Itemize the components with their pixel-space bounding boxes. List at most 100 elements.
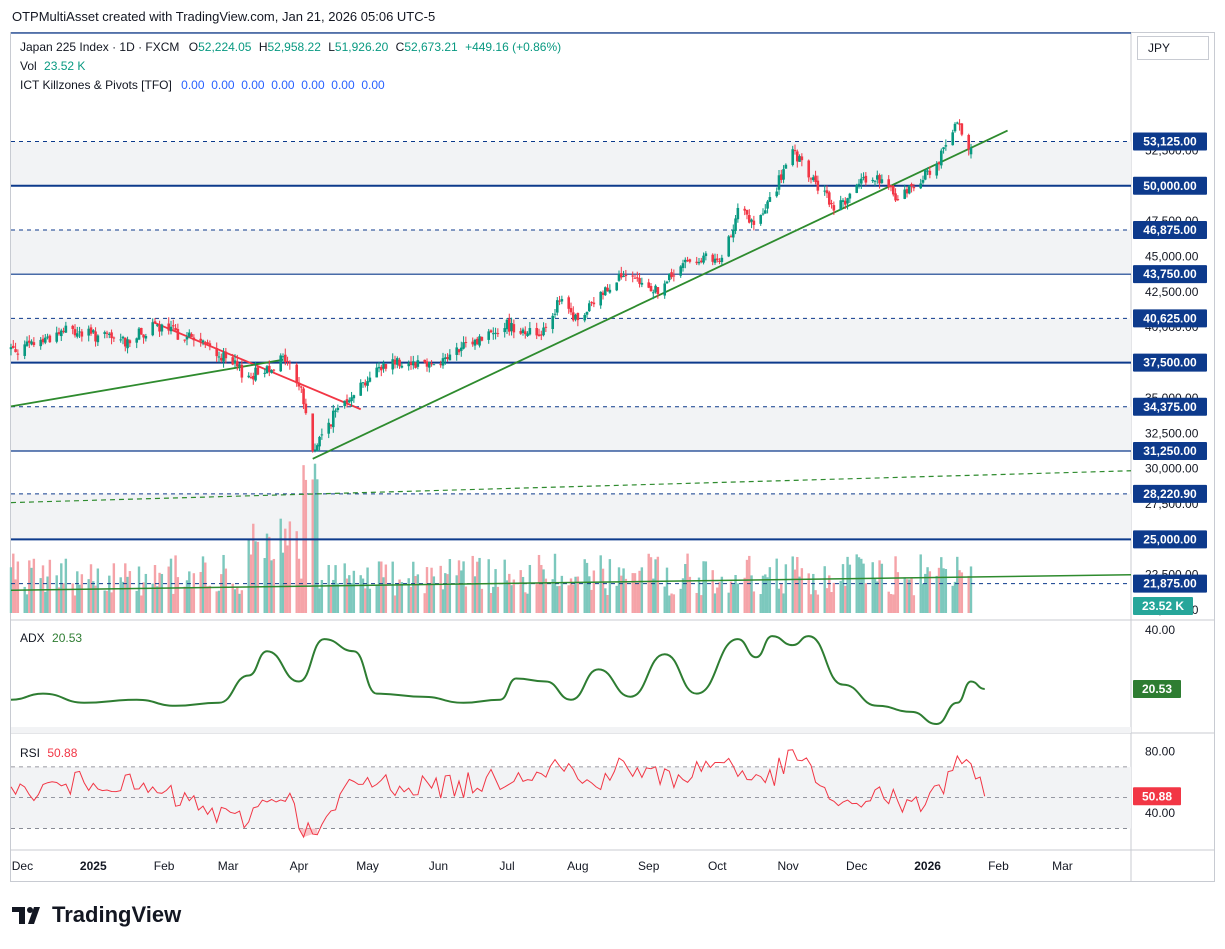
trendline[interactable] (10, 470, 1132, 504)
volume-bar (183, 586, 186, 613)
candle-body (951, 132, 955, 146)
time-axis-label: Jun (429, 859, 448, 873)
volume-bar (665, 567, 669, 613)
candle-body (763, 210, 767, 214)
volume-bar (542, 569, 545, 613)
volume-bar (752, 591, 756, 613)
volume-bar (345, 578, 349, 613)
volume-value-box (1133, 597, 1193, 615)
volume-bar (864, 583, 868, 613)
candle-body (542, 327, 545, 336)
candle-body (649, 286, 653, 292)
candle-body (192, 337, 196, 341)
trendline[interactable] (10, 573, 1132, 592)
candle-body (583, 314, 587, 321)
volume-bar (489, 593, 493, 613)
volume-bar (633, 573, 637, 613)
candle-body (779, 174, 783, 181)
volume-bar (366, 567, 369, 613)
volume-bar (892, 594, 895, 613)
volume-bar (519, 570, 522, 613)
volume-bar (318, 588, 321, 613)
volume-bar (119, 577, 122, 613)
volume-bar (780, 583, 783, 613)
candle-body (800, 156, 804, 161)
candle-body (939, 150, 943, 166)
candle-body (617, 274, 621, 281)
candle-body (631, 275, 635, 277)
volume-bar (942, 568, 945, 613)
volume-bar (352, 570, 356, 613)
candle-body (288, 362, 292, 364)
volume-bar (364, 588, 367, 613)
candle-body (896, 199, 900, 201)
volume-bar (919, 554, 922, 613)
volume-bar (247, 539, 250, 613)
candle-body (576, 312, 580, 321)
volume-bar (912, 595, 916, 613)
volume-bar (110, 592, 113, 613)
volume-bar (736, 583, 740, 613)
volume-bar (350, 582, 353, 613)
candle-body (11, 345, 15, 349)
volume-bar (46, 576, 49, 613)
candle-body (523, 331, 527, 335)
level-price-label: 53,125.00 (1143, 135, 1197, 149)
candle-body (318, 436, 321, 447)
volume-bar (409, 586, 413, 613)
volume-bar (172, 593, 175, 613)
candle-body (471, 341, 475, 345)
currency-button[interactable]: JPY (1137, 36, 1209, 60)
volume-bar (777, 588, 781, 613)
candle-body (89, 327, 93, 334)
time-axis-label: Mar (218, 859, 239, 873)
volume-bar (439, 565, 442, 613)
volume-bar (300, 578, 303, 613)
volume-bar (608, 559, 612, 613)
open-value: 52,224.05 (198, 40, 252, 54)
volume-bar (832, 582, 836, 613)
volume-bar (649, 557, 653, 613)
volume-bar (92, 581, 95, 613)
candle-body (295, 364, 299, 384)
candle-body (507, 318, 511, 332)
candle-body (750, 219, 753, 222)
volume-bar (880, 563, 884, 613)
candle-body (105, 332, 109, 334)
candle-body (151, 322, 155, 336)
volume-bar (460, 570, 463, 613)
trendline[interactable] (312, 129, 1008, 460)
volume-bar (871, 562, 874, 613)
volume-bar (62, 583, 65, 613)
volume-bar (908, 579, 911, 613)
price-tick-label: 32,500.00 (1145, 426, 1199, 440)
volume-bar (188, 571, 191, 613)
time-axis-label: Sep (638, 859, 660, 873)
candle-body (944, 145, 948, 147)
candle-body (736, 207, 740, 220)
candle-body (496, 333, 500, 335)
volume-bar (848, 564, 852, 613)
candle-body (30, 341, 33, 345)
candle-body (265, 366, 269, 374)
candle-body (363, 382, 367, 386)
volume-bar (286, 545, 289, 613)
candle-body (201, 340, 205, 343)
candle-body (743, 208, 747, 211)
volume-bar (569, 578, 573, 613)
volume-bar (457, 560, 461, 613)
volume-bar (873, 578, 877, 613)
level-price-box (1133, 484, 1207, 503)
volume-bar (78, 584, 81, 613)
candle-body (41, 338, 45, 343)
candle-body (91, 330, 95, 333)
indicator-values: 0.00 0.00 0.00 0.00 0.00 0.00 0.00 (181, 78, 385, 92)
rsi-oversold-fill (299, 828, 318, 838)
candle-body (219, 357, 223, 361)
volume-bar (25, 594, 29, 613)
candle-body (126, 339, 129, 349)
candle-body (247, 375, 251, 378)
volume-bar (473, 576, 477, 613)
candle-body (57, 332, 61, 335)
